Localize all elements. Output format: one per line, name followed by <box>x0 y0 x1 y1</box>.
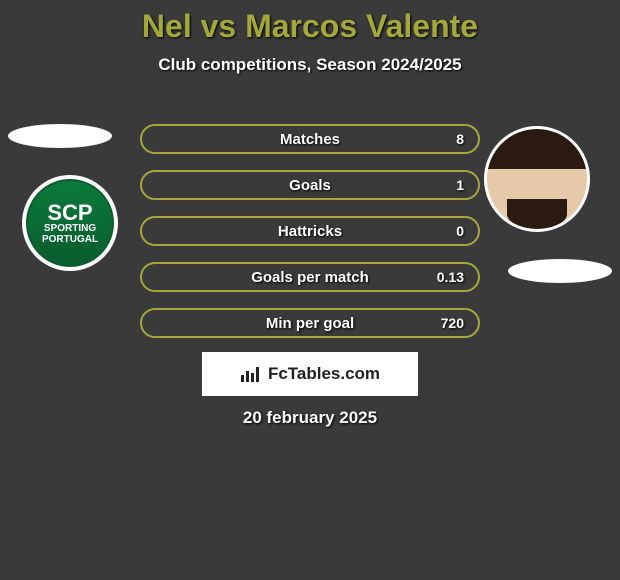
page-title: Nel vs Marcos Valente <box>0 0 620 45</box>
stat-row-matches: Matches 8 <box>140 124 480 154</box>
scp-badge: SCP SPORTING PORTUGAL <box>26 179 114 267</box>
scp-line3: PORTUGAL <box>42 235 98 246</box>
footer-date: 20 february 2025 <box>0 408 620 428</box>
right-player-avatar <box>484 126 590 232</box>
stat-label: Matches <box>280 131 340 148</box>
scp-line1: SCP <box>42 201 98 224</box>
scp-line2: SPORTING <box>42 224 98 235</box>
stat-value-right: 8 <box>456 126 464 152</box>
stat-value-right: 720 <box>441 310 464 336</box>
bar-chart-icon <box>240 365 262 383</box>
subtitle: Club competitions, Season 2024/2025 <box>0 55 620 75</box>
comparison-card: Nel vs Marcos Valente Club competitions,… <box>0 0 620 580</box>
avatar-face-placeholder <box>487 129 587 229</box>
stat-row-hattricks: Hattricks 0 <box>140 216 480 246</box>
stat-row-goals-per-match: Goals per match 0.13 <box>140 262 480 292</box>
stat-value-right: 0 <box>456 218 464 244</box>
left-club-ellipse <box>8 124 112 148</box>
stat-value-right: 0.13 <box>437 264 464 290</box>
footer-logo[interactable]: FcTables.com <box>202 352 418 396</box>
stat-label: Hattricks <box>278 223 342 240</box>
left-club-badge: SCP SPORTING PORTUGAL <box>22 175 118 271</box>
stats-list: Matches 8 Goals 1 Hattricks 0 Goals per … <box>140 124 480 354</box>
stat-row-min-per-goal: Min per goal 720 <box>140 308 480 338</box>
stat-row-goals: Goals 1 <box>140 170 480 200</box>
right-club-ellipse <box>508 259 612 283</box>
stat-label: Goals <box>289 177 331 194</box>
footer-logo-text: FcTables.com <box>268 364 380 384</box>
scp-badge-text: SCP SPORTING PORTUGAL <box>42 201 98 245</box>
stat-label: Min per goal <box>266 315 354 332</box>
stat-label: Goals per match <box>251 269 369 286</box>
stat-value-right: 1 <box>456 172 464 198</box>
